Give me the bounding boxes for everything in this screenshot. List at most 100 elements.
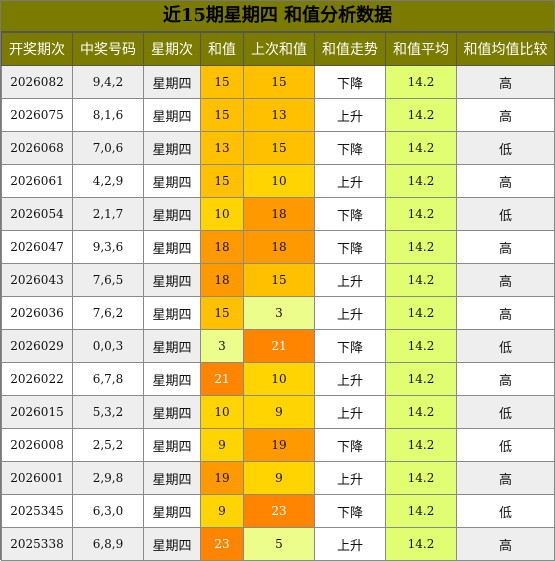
cell-sum: 15 (200, 98, 244, 132)
cell-period: 2026043 (1, 263, 73, 297)
cell-sum: 10 (200, 395, 244, 429)
cell-trend: 上升 (314, 362, 386, 396)
table-row: 2026029 0,0,3 星期四 3 21 下降 14.2 低 (1, 329, 555, 363)
cell-sum: 19 (200, 461, 244, 495)
table-row: 2026082 9,4,2 星期四 15 15 下降 14.2 高 (1, 65, 555, 99)
cell-compare: 低 (456, 131, 555, 165)
cell-period: 2026047 (1, 230, 73, 264)
cell-prev-sum: 3 (243, 296, 315, 330)
cell-sum: 10 (200, 197, 244, 231)
cell-weekday: 星期四 (143, 98, 201, 132)
cell-prev-sum: 23 (243, 494, 315, 528)
cell-average: 14.2 (385, 296, 457, 330)
table-row: 2026015 5,3,2 星期四 10 9 上升 14.2 低 (1, 395, 555, 429)
cell-numbers: 4,2,9 (72, 164, 144, 198)
cell-average: 14.2 (385, 197, 457, 231)
cell-average: 14.2 (385, 395, 457, 429)
table-row: 2025338 6,8,9 星期四 23 5 上升 14.2 高 (1, 527, 555, 561)
cell-prev-sum: 9 (243, 395, 315, 429)
cell-numbers: 9,4,2 (72, 65, 144, 99)
header-numbers: 中奖号码 (72, 32, 144, 66)
table-row: 2026054 2,1,7 星期四 10 18 下降 14.2 低 (1, 197, 555, 231)
cell-average: 14.2 (385, 98, 457, 132)
cell-prev-sum: 18 (243, 197, 315, 231)
cell-sum: 21 (200, 362, 244, 396)
cell-trend: 下降 (314, 494, 386, 528)
cell-sum: 15 (200, 65, 244, 99)
cell-numbers: 7,6,2 (72, 296, 144, 330)
cell-average: 14.2 (385, 494, 457, 528)
header-average: 和值平均 (385, 32, 457, 66)
cell-numbers: 9,3,6 (72, 230, 144, 264)
cell-sum: 13 (200, 131, 244, 165)
sum-analysis-table: 开奖期次 中奖号码 星期次 和值 上次和值 和值走势 和值平均 和值均值比较 2… (1, 32, 555, 561)
cell-period: 2025338 (1, 527, 73, 561)
cell-sum: 18 (200, 263, 244, 297)
table-row: 2025345 6,3,0 星期四 9 23 下降 14.2 低 (1, 494, 555, 528)
header-prev-sum: 上次和值 (243, 32, 315, 66)
cell-numbers: 5,3,2 (72, 395, 144, 429)
cell-period: 2026022 (1, 362, 73, 396)
cell-trend: 上升 (314, 164, 386, 198)
table-row: 2026036 7,6,2 星期四 15 3 上升 14.2 高 (1, 296, 555, 330)
table-row: 2026043 7,6,5 星期四 18 15 上升 14.2 高 (1, 263, 555, 297)
table-row: 2026075 8,1,6 星期四 15 13 上升 14.2 高 (1, 98, 555, 132)
cell-sum: 15 (200, 164, 244, 198)
cell-weekday: 星期四 (143, 296, 201, 330)
table-row: 2026047 9,3,6 星期四 18 18 下降 14.2 高 (1, 230, 555, 264)
cell-compare: 低 (456, 494, 555, 528)
cell-weekday: 星期四 (143, 329, 201, 363)
cell-prev-sum: 15 (243, 263, 315, 297)
cell-weekday: 星期四 (143, 230, 201, 264)
cell-compare: 高 (456, 461, 555, 495)
cell-average: 14.2 (385, 65, 457, 99)
cell-prev-sum: 5 (243, 527, 315, 561)
cell-period: 2026068 (1, 131, 73, 165)
cell-period: 2026008 (1, 428, 73, 462)
cell-prev-sum: 21 (243, 329, 315, 363)
cell-compare: 低 (456, 329, 555, 363)
table-title: 近15期星期四 和值分析数据 (1, 1, 554, 32)
cell-period: 2026036 (1, 296, 73, 330)
cell-compare: 高 (456, 230, 555, 264)
cell-average: 14.2 (385, 230, 457, 264)
cell-compare: 高 (456, 98, 555, 132)
cell-average: 14.2 (385, 263, 457, 297)
cell-prev-sum: 19 (243, 428, 315, 462)
table-row: 2026001 2,9,8 星期四 19 9 上升 14.2 高 (1, 461, 555, 495)
cell-trend: 下降 (314, 428, 386, 462)
cell-prev-sum: 18 (243, 230, 315, 264)
cell-prev-sum: 9 (243, 461, 315, 495)
cell-compare: 高 (456, 362, 555, 396)
cell-prev-sum: 13 (243, 98, 315, 132)
cell-numbers: 6,3,0 (72, 494, 144, 528)
cell-average: 14.2 (385, 527, 457, 561)
cell-numbers: 2,1,7 (72, 197, 144, 231)
cell-period: 2026061 (1, 164, 73, 198)
cell-compare: 低 (456, 428, 555, 462)
cell-prev-sum: 15 (243, 131, 315, 165)
cell-average: 14.2 (385, 461, 457, 495)
cell-weekday: 星期四 (143, 131, 201, 165)
cell-sum: 9 (200, 428, 244, 462)
cell-average: 14.2 (385, 428, 457, 462)
table-row: 2026068 7,0,6 星期四 13 15 下降 14.2 低 (1, 131, 555, 165)
cell-compare: 低 (456, 395, 555, 429)
cell-weekday: 星期四 (143, 164, 201, 198)
cell-trend: 下降 (314, 197, 386, 231)
cell-average: 14.2 (385, 329, 457, 363)
cell-trend: 上升 (314, 461, 386, 495)
cell-period: 2026054 (1, 197, 73, 231)
table-row: 2026061 4,2,9 星期四 15 10 上升 14.2 高 (1, 164, 555, 198)
cell-period: 2026015 (1, 395, 73, 429)
cell-compare: 高 (456, 164, 555, 198)
cell-weekday: 星期四 (143, 461, 201, 495)
cell-period: 2026082 (1, 65, 73, 99)
cell-numbers: 6,8,9 (72, 527, 144, 561)
cell-weekday: 星期四 (143, 197, 201, 231)
cell-compare: 高 (456, 263, 555, 297)
cell-numbers: 2,5,2 (72, 428, 144, 462)
header-trend: 和值走势 (314, 32, 386, 66)
cell-weekday: 星期四 (143, 362, 201, 396)
